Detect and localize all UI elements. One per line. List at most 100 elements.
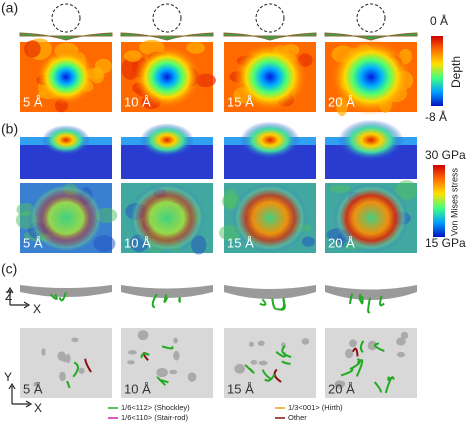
defect bbox=[301, 338, 310, 345]
dislocation bbox=[373, 381, 382, 393]
indent bbox=[133, 45, 201, 109]
depth-colorbar bbox=[431, 36, 443, 106]
colorbar-label: -8 Å bbox=[425, 109, 447, 124]
stress-zone bbox=[140, 123, 194, 157]
dislocation bbox=[374, 342, 385, 352]
dislocation bbox=[49, 293, 58, 301]
defect bbox=[250, 360, 258, 365]
stress-ring bbox=[129, 183, 205, 253]
stress-ring bbox=[28, 183, 104, 253]
dislocation bbox=[264, 373, 276, 382]
map-label: 10 Å bbox=[124, 94, 151, 109]
colorbar-title: Von Mises stress bbox=[449, 167, 459, 236]
dislocation bbox=[367, 297, 372, 314]
defect bbox=[59, 371, 66, 382]
surface bbox=[20, 285, 112, 297]
defect bbox=[173, 337, 178, 344]
colorbar-title: Depth bbox=[449, 56, 463, 88]
dislocation bbox=[359, 340, 365, 353]
dislocation bbox=[349, 293, 354, 305]
axes-top bbox=[8, 382, 33, 408]
dislocation bbox=[161, 345, 174, 350]
dislocation bbox=[351, 347, 359, 357]
map-label: 20 Å bbox=[328, 94, 355, 109]
legend: 1/6<112> (Shockley) 1/6<110> (Stair-rod)… bbox=[108, 403, 343, 422]
surface bbox=[120, 32, 214, 41]
dislocation bbox=[151, 293, 158, 309]
defect bbox=[396, 351, 406, 358]
blob bbox=[24, 40, 41, 58]
dislocation bbox=[349, 358, 361, 371]
indent bbox=[232, 42, 308, 112]
legend-label: Other bbox=[288, 413, 307, 422]
defect bbox=[57, 351, 66, 361]
defect bbox=[65, 353, 71, 364]
blob bbox=[93, 235, 116, 253]
dislocation bbox=[384, 376, 395, 394]
stress-colorbar bbox=[433, 165, 445, 237]
stress-zone bbox=[240, 121, 300, 159]
defect bbox=[367, 340, 377, 351]
defect bbox=[41, 348, 46, 356]
stress-ring bbox=[232, 183, 308, 253]
dislocation bbox=[72, 361, 79, 378]
top-view bbox=[121, 328, 213, 398]
map-label: 5 Å bbox=[23, 94, 43, 109]
indenter bbox=[255, 3, 285, 33]
blob bbox=[124, 50, 142, 62]
legend-label: 1/3<001> (Hirth) bbox=[288, 403, 343, 412]
stress-zone bbox=[42, 125, 90, 155]
dislocation bbox=[379, 295, 385, 307]
surface bbox=[121, 285, 213, 298]
axes-side bbox=[6, 286, 31, 309]
indent bbox=[36, 49, 96, 105]
blob bbox=[301, 236, 315, 247]
defect bbox=[349, 339, 357, 348]
panel-label: (c) bbox=[1, 261, 17, 277]
dislocation bbox=[261, 369, 272, 380]
legend-label: 1/6<110> (Stair-rod) bbox=[121, 413, 188, 422]
dislocation bbox=[66, 380, 71, 389]
dislocation bbox=[58, 292, 67, 302]
dislocation bbox=[271, 298, 277, 311]
colorbar-label: 0 Å bbox=[430, 13, 448, 28]
blob bbox=[186, 41, 206, 54]
map-label: 5 Å bbox=[23, 381, 43, 396]
stress-zone bbox=[338, 119, 404, 161]
map-label: 20 Å bbox=[328, 381, 355, 396]
map-label: 15 Å bbox=[227, 94, 254, 109]
indent bbox=[330, 38, 412, 116]
dislocation bbox=[244, 364, 255, 374]
panel-label: (b) bbox=[1, 121, 18, 137]
map-label: 10 Å bbox=[124, 381, 151, 396]
indenter bbox=[356, 3, 386, 33]
defect bbox=[234, 363, 246, 374]
axis-label: Y bbox=[4, 370, 12, 384]
dislocation bbox=[387, 376, 391, 381]
defect bbox=[339, 380, 346, 387]
map-label: 10 Å bbox=[124, 235, 151, 250]
defect bbox=[345, 348, 354, 359]
axis-label: Z bbox=[5, 289, 12, 303]
colorbar-label: 15 GPa bbox=[425, 236, 466, 250]
dislocation bbox=[355, 359, 364, 377]
panel-label: (a) bbox=[1, 0, 18, 16]
dislocation bbox=[358, 293, 363, 301]
dislocation bbox=[156, 375, 167, 386]
defect bbox=[137, 330, 149, 341]
dislocation bbox=[259, 298, 267, 306]
surface bbox=[325, 285, 417, 300]
indenter bbox=[152, 3, 182, 33]
map-label: 5 Å bbox=[23, 235, 43, 250]
defect bbox=[71, 337, 79, 343]
stress-ring bbox=[333, 183, 409, 253]
blob bbox=[329, 184, 351, 194]
blob bbox=[195, 73, 216, 88]
indenter bbox=[51, 3, 81, 33]
axis-label: X bbox=[33, 302, 41, 316]
dislocation bbox=[281, 345, 292, 359]
dislocation bbox=[140, 352, 150, 359]
dislocation bbox=[281, 360, 291, 365]
surface bbox=[224, 285, 316, 299]
